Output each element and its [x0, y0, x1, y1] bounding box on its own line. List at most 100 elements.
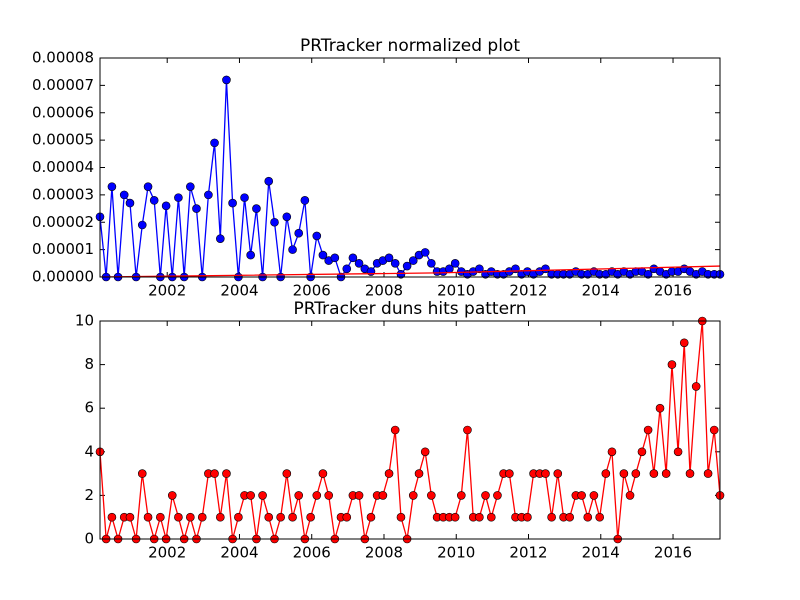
data-point — [264, 512, 274, 522]
x-tick-label: 2008 — [365, 282, 403, 300]
axes: PRTracker duns hits pattern 2002 2004 2006 2… — [75, 299, 725, 562]
data-point — [390, 425, 400, 435]
data-point — [649, 469, 659, 478]
data-point — [312, 231, 322, 241]
x-tick-label: 2016 — [654, 282, 692, 300]
y-tick-label: 6 — [84, 399, 94, 417]
data-point — [643, 425, 653, 435]
data-point — [420, 248, 430, 257]
axes-frame — [99, 57, 721, 278]
data-point — [625, 491, 635, 500]
data-point — [553, 469, 563, 478]
data-point — [595, 512, 604, 522]
data-point — [258, 491, 267, 500]
data-point — [450, 512, 460, 522]
data-point — [125, 198, 135, 208]
data-point — [186, 512, 195, 522]
data-point — [354, 491, 364, 500]
data-point — [330, 253, 340, 263]
data-point — [348, 253, 358, 263]
data-point — [565, 512, 574, 522]
x-tick-label: 2010 — [437, 544, 475, 562]
y-tick-label: 4 — [84, 442, 94, 460]
data-point — [216, 234, 225, 243]
x-tick-label: 2008 — [365, 544, 403, 562]
x-tick-label: 2004 — [220, 282, 258, 300]
chart-title: PRTracker normalized plot — [300, 36, 520, 56]
data-point — [427, 259, 436, 268]
data-point — [475, 264, 484, 274]
data-point — [463, 425, 472, 435]
data-point — [318, 469, 328, 478]
data-point — [486, 512, 496, 522]
data-point — [210, 138, 219, 148]
data-point — [408, 491, 418, 500]
data-point — [390, 259, 400, 268]
x-tick-label: 2012 — [509, 282, 547, 300]
data-point — [475, 512, 484, 522]
data-point — [427, 491, 436, 500]
y-tick-label: 0.00000 — [32, 268, 94, 286]
data-point — [384, 469, 394, 478]
x-tick-label: 2002 — [148, 544, 186, 562]
data-point — [342, 512, 352, 522]
data-point — [107, 182, 117, 191]
x-tick-label: 2016 — [654, 544, 692, 562]
data-point — [396, 269, 406, 279]
data-point — [655, 403, 665, 413]
data-point — [197, 512, 207, 522]
data-point — [366, 512, 376, 522]
data-point — [661, 469, 671, 478]
data-point — [312, 491, 322, 500]
y-tick-label: 0.00005 — [32, 131, 94, 149]
y-tick-label: 2 — [84, 486, 94, 504]
data-point — [408, 256, 418, 265]
data-point — [161, 201, 171, 211]
data-point — [667, 360, 677, 369]
data-point — [222, 75, 231, 85]
data-point — [619, 469, 629, 478]
x-tick-label: 2004 — [220, 544, 258, 562]
plot-area — [100, 58, 720, 277]
axes: PRTracker normalized plot 2002 2004 2006 200… — [32, 36, 725, 300]
data-point — [216, 512, 225, 522]
data-point — [583, 512, 593, 522]
data-point — [210, 469, 219, 478]
data-point — [143, 182, 153, 191]
data-point — [149, 196, 159, 205]
data-point — [137, 220, 147, 230]
data-point — [107, 512, 117, 522]
data-point — [119, 190, 129, 200]
y-tick-label: 0.00004 — [32, 158, 94, 176]
data-point — [300, 196, 310, 205]
data-point — [228, 198, 237, 208]
data-point — [240, 193, 249, 202]
data-point — [637, 447, 647, 457]
data-point — [414, 469, 424, 478]
data-point — [493, 491, 502, 500]
x-tick-label: 2014 — [582, 282, 620, 300]
chart-title: PRTracker duns hits pattern — [293, 299, 526, 319]
data-point — [601, 469, 611, 478]
y-tick-label: 0 — [84, 530, 94, 548]
data-point — [577, 491, 586, 500]
y-tick-label: 0.00001 — [32, 240, 94, 258]
data-point — [192, 204, 201, 213]
data-point — [167, 491, 177, 500]
data-point — [282, 212, 292, 222]
data-point — [324, 491, 334, 500]
data-point — [282, 469, 292, 478]
x-tick-label: 2012 — [509, 544, 547, 562]
data-point — [264, 176, 274, 186]
x-tick-label: 2002 — [148, 282, 186, 300]
y-tick-label: 10 — [75, 312, 94, 330]
data-point — [691, 382, 701, 391]
data-point — [685, 469, 695, 478]
y-tick-label: 0.00003 — [32, 185, 94, 203]
y-tick-label: 0.00002 — [32, 213, 94, 231]
axes-frame — [99, 320, 721, 540]
data-point — [252, 204, 261, 213]
data-point — [276, 512, 285, 522]
data-point — [156, 512, 165, 522]
x-tick-label: 2014 — [582, 544, 620, 562]
